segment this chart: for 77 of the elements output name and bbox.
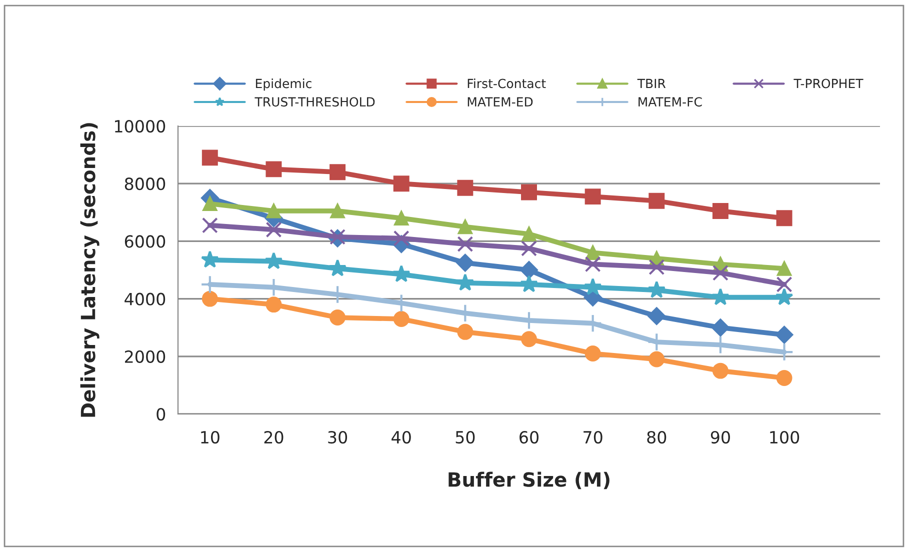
legend-label: First-Contact [468,78,546,88]
point [456,254,474,272]
point [584,188,601,205]
y-tick-label: 0 [156,408,166,421]
point [266,204,282,218]
point [521,331,537,348]
point [522,226,536,242]
point [456,274,474,291]
point [776,261,792,276]
point [712,362,728,379]
point [712,264,728,281]
point [520,261,538,279]
x-tick-label: 90 [710,430,730,444]
y-tick-label: 4000 [124,292,166,306]
point [648,259,665,276]
point [776,276,792,292]
point [393,176,410,192]
y-tick-label: 8000 [124,178,166,190]
x-axis-title: Buffer Size (M) [448,472,610,490]
x-tick-label: 80 [647,430,666,444]
point [330,164,346,180]
legend-label: MATEM-ED [468,97,533,106]
x-tick-label: 20 [264,430,284,444]
point [520,275,538,292]
point [457,236,474,252]
point [328,259,347,276]
point [648,192,665,209]
point [394,210,409,226]
point [202,290,218,307]
point [393,230,410,246]
point [711,288,730,306]
x-tick-label: 50 [456,430,475,444]
point [712,318,730,336]
point [202,196,218,212]
point [521,184,537,200]
y-tick-label: 10000 [115,120,166,133]
point [521,240,537,256]
point [202,150,218,166]
point [584,346,601,362]
legend-label: TBIR [637,78,666,88]
point [392,264,410,282]
point [330,204,345,218]
point [458,220,472,234]
point [775,288,794,306]
x-tick-label: 70 [584,430,602,444]
point [202,217,218,234]
point [776,210,792,226]
point [266,222,282,238]
legend-label: TRUST-THRESHOLD [254,97,375,107]
y-tick-label: 2000 [125,350,166,363]
point [584,278,602,296]
point [776,370,792,386]
point [584,256,601,272]
legend-label: Epidemic [256,78,312,91]
point [266,161,282,178]
point [393,310,410,327]
x-tick-label: 60 [520,430,538,444]
legend-label: T-PROPHET [794,78,864,88]
point [330,310,346,326]
y-tick-label: 6000 [124,235,166,248]
point [457,180,474,196]
point [200,250,219,268]
point [648,351,665,368]
point [712,202,728,219]
x-tick-label: 10 [201,430,220,444]
point [457,324,474,340]
x-tick-label: 40 [392,430,411,444]
y-axis-title: Delivery Latency (seconds) [80,123,100,417]
legend-label: MATEM-FC [638,97,702,107]
point [648,280,666,298]
point [264,252,283,270]
x-tick-label: 30 [328,430,348,444]
point [266,296,282,313]
point [586,245,600,260]
point [775,326,794,344]
point [648,307,666,325]
x-tick-label: 100 [770,430,800,444]
